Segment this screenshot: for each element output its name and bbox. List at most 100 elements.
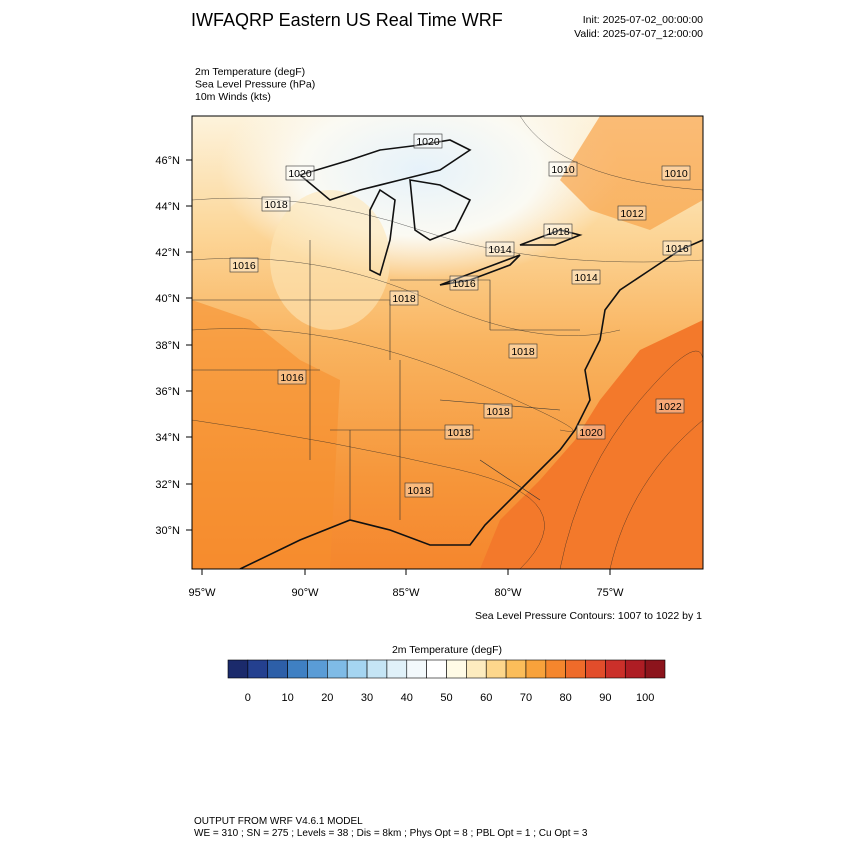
- colorbar-tick-label: 30: [361, 692, 373, 704]
- field-label: Sea Level Pressure (hPa): [195, 79, 315, 91]
- contour-label: 1010: [551, 164, 575, 176]
- colorbar-swatch: [287, 659, 308, 679]
- lat-label: 34°N: [155, 432, 180, 444]
- lon-label: 75°W: [596, 587, 624, 599]
- contour-label-box: [449, 275, 479, 291]
- colorbar-tick-label: 50: [440, 692, 452, 704]
- colorbar-swatch: [327, 659, 348, 679]
- footer-line: WE = 310 ; SN = 275 ; Levels = 38 ; Dis …: [194, 828, 588, 839]
- title: IWFAQRP Eastern US Real Time WRF: [191, 10, 503, 30]
- colorbar-swatch: [505, 659, 527, 679]
- init-time: Init: 2025-07-02_00:00:00: [583, 14, 703, 26]
- contour-label: 1022: [658, 401, 682, 413]
- lat-label: 46°N: [155, 155, 180, 167]
- contour-label-box: [548, 161, 578, 177]
- field-label: 10m Winds (kts): [195, 91, 271, 103]
- contour-label-box: [508, 343, 538, 359]
- colorbar-tick-label: 20: [321, 692, 333, 704]
- contour-label-box: [229, 257, 259, 273]
- contour-label: 1018: [447, 427, 471, 439]
- contour-label: 1016: [280, 372, 304, 384]
- lat-label: 32°N: [155, 479, 180, 491]
- contour-label-box: [576, 424, 606, 440]
- contour-label: 1018: [264, 199, 288, 211]
- colorbar-tick-label: 40: [401, 692, 413, 704]
- colorbar-tick-label: 90: [599, 692, 611, 704]
- colorbar-tick-label: 100: [636, 692, 654, 704]
- colorbar-swatch: [386, 659, 408, 679]
- colorbar-swatch: [485, 659, 507, 679]
- lat-label: 30°N: [155, 525, 180, 537]
- contour-label: 1020: [416, 136, 440, 148]
- contour-label: 1020: [288, 168, 312, 180]
- contour-label: 1012: [620, 208, 644, 220]
- colorbar-swatch: [366, 659, 388, 679]
- lat-label: 40°N: [155, 293, 180, 305]
- colorbar-swatch: [406, 659, 427, 679]
- colorbar-swatch: [426, 659, 447, 679]
- colorbar-tick-label: 80: [560, 692, 572, 704]
- contour-label-box: [404, 482, 434, 498]
- colorbar-swatch: [605, 659, 626, 679]
- colorbar-swatch: [466, 659, 487, 679]
- colorbar-swatch: [545, 659, 566, 679]
- lon-label: 80°W: [494, 587, 522, 599]
- map-frame: [191, 115, 704, 570]
- contour-label-box: [277, 369, 307, 385]
- contour-label: 1014: [574, 272, 598, 284]
- contour-label: 1016: [452, 278, 476, 290]
- lat-label: 36°N: [155, 386, 180, 398]
- contour-label-box: [389, 290, 419, 306]
- lon-label: 95°W: [188, 587, 216, 599]
- lat-label: 38°N: [155, 340, 180, 352]
- ocean-warm: [480, 320, 703, 569]
- contour-label-box: [662, 240, 692, 256]
- colorbar-tick-label: 60: [480, 692, 492, 704]
- contour-label-box: [444, 424, 474, 440]
- contour-label-box: [661, 165, 691, 181]
- contour-label-box: [261, 196, 291, 212]
- colorbar-swatch: [525, 659, 547, 679]
- colorbar-title: 2m Temperature (degF): [392, 644, 502, 656]
- colorbar-swatch: [565, 659, 586, 679]
- contour-label: 1018: [486, 406, 510, 418]
- colorbar-swatch: [227, 659, 249, 679]
- contour-label: 1016: [665, 243, 689, 255]
- warm-area: [192, 300, 340, 569]
- contour-label-box: [413, 133, 443, 149]
- contour-label-box: [617, 205, 647, 221]
- colorbar-swatch: [585, 659, 606, 679]
- valid-time: Valid: 2025-07-07_12:00:00: [574, 28, 703, 40]
- contour-label-box: [285, 165, 315, 181]
- colorbar-tick-label: 70: [520, 692, 532, 704]
- field-label: 2m Temperature (degF): [195, 66, 305, 78]
- contour-label: 1020: [579, 427, 603, 439]
- lon-label: 90°W: [291, 587, 319, 599]
- map: 1020 1020 1018 1016 1018 1016 1014 1018 1010 1010…: [192, 116, 703, 569]
- colorbar-swatch: [624, 659, 646, 679]
- contour-label-box: [543, 223, 573, 239]
- contour-label-box: [655, 398, 685, 414]
- lat-label: 44°N: [155, 201, 180, 213]
- contour-label: 1016: [232, 260, 256, 272]
- colorbar-tick-label: 10: [281, 692, 293, 704]
- colorbar-swatch: [267, 659, 288, 679]
- colorbar-swatch: [247, 659, 269, 679]
- isobars: [192, 116, 703, 569]
- colorbar-swatch: [446, 659, 467, 679]
- coastlines: [239, 139, 703, 569]
- contour-label: 1018: [392, 293, 416, 305]
- contour-label: 1018: [511, 346, 535, 358]
- contour-label: 1014: [488, 244, 512, 256]
- colorbar-tick-label: 0: [245, 692, 251, 704]
- warm-area: [560, 116, 703, 230]
- contour-label-box: [483, 403, 513, 419]
- footer-line: OUTPUT FROM WRF V4.6.1 MODEL: [194, 816, 363, 827]
- contour-label-box: [571, 269, 601, 285]
- contour-label: 1010: [664, 168, 688, 180]
- contour-label-box: [485, 241, 515, 257]
- colorbar-swatch: [644, 659, 666, 679]
- contour-note: Sea Level Pressure Contours: 1007 to 102…: [475, 610, 702, 622]
- lon-label: 85°W: [392, 587, 420, 599]
